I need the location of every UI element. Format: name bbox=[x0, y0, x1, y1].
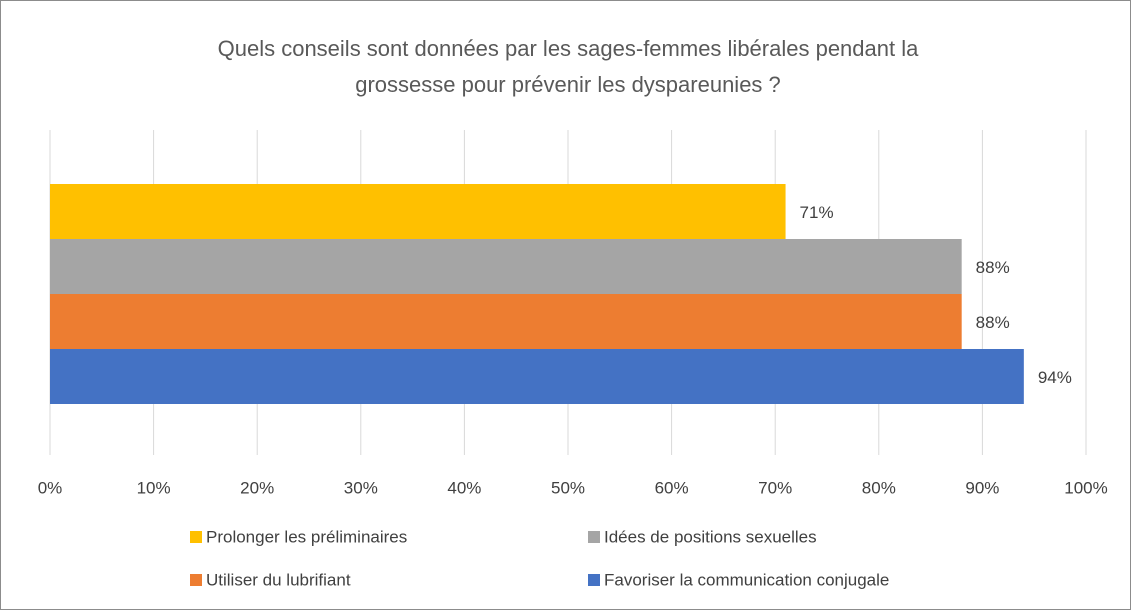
x-tick-label: 20% bbox=[240, 478, 274, 497]
x-tick-label: 60% bbox=[655, 478, 689, 497]
legend-label: Idées de positions sexuelles bbox=[604, 527, 817, 546]
chart-title: Quels conseils sont données par les sage… bbox=[218, 36, 919, 61]
x-tick-label: 100% bbox=[1064, 478, 1107, 497]
legend-swatch bbox=[588, 531, 600, 543]
legend-swatch bbox=[588, 574, 600, 586]
x-tick-label: 90% bbox=[965, 478, 999, 497]
bar bbox=[50, 294, 962, 349]
data-label: 88% bbox=[976, 258, 1010, 277]
x-tick-label: 0% bbox=[38, 478, 63, 497]
data-label: 71% bbox=[800, 203, 834, 222]
x-tick-label: 70% bbox=[758, 478, 792, 497]
x-tick-label: 10% bbox=[137, 478, 171, 497]
legend-label: Favoriser la communication conjugale bbox=[604, 570, 889, 589]
bar bbox=[50, 239, 962, 294]
bar bbox=[50, 349, 1024, 404]
legend-label: Prolonger les préliminaires bbox=[206, 527, 407, 546]
x-tick-label: 80% bbox=[862, 478, 896, 497]
data-label: 94% bbox=[1038, 368, 1072, 387]
bar bbox=[50, 184, 786, 239]
legend-swatch bbox=[190, 574, 202, 586]
data-label: 88% bbox=[976, 313, 1010, 332]
legend-swatch bbox=[190, 531, 202, 543]
legend-label: Utiliser du lubrifiant bbox=[206, 570, 351, 589]
x-tick-label: 40% bbox=[447, 478, 481, 497]
x-tick-label: 30% bbox=[344, 478, 378, 497]
x-tick-label: 50% bbox=[551, 478, 585, 497]
chart-title: grossesse pour prévenir les dyspareunies… bbox=[355, 72, 781, 97]
